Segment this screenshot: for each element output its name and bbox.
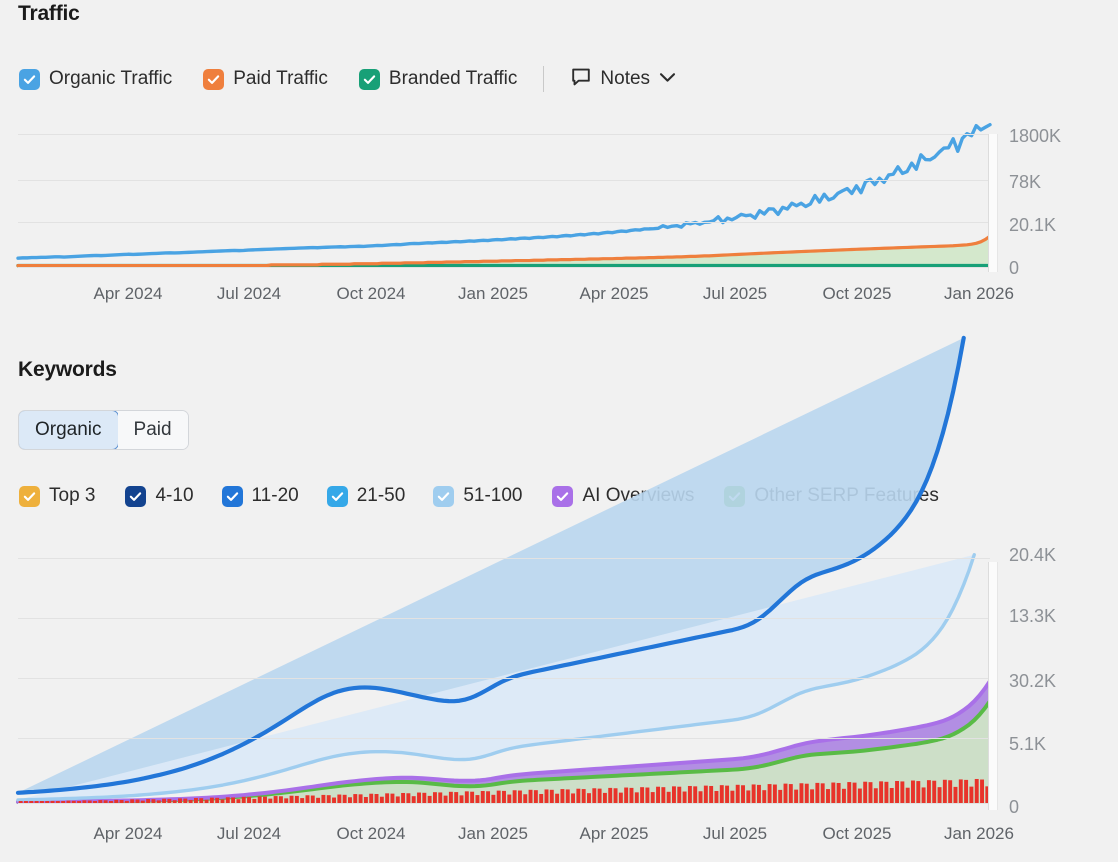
x-axis-tick-label: Jan 2026 <box>944 824 1014 843</box>
legend-item-top-3[interactable]: Top 3 <box>19 485 95 507</box>
gridline <box>18 558 990 559</box>
legend-label: Organic Traffic <box>49 68 173 89</box>
legend-label: Top 3 <box>49 485 96 506</box>
x-axis-tick-label: Apr 2024 <box>93 284 163 303</box>
y-axis-tick-label: 0 <box>1009 258 1020 278</box>
legend-divider <box>543 66 545 92</box>
x-axis-tick-label: Apr 2025 <box>579 284 649 303</box>
y-axis-tick-label: 1800K <box>1009 126 1062 146</box>
y-axis-tick-label: 13.3K <box>1009 606 1057 626</box>
legend-item-paid-traffic[interactable]: Paid Traffic <box>203 68 328 90</box>
x-axis-tick-label: Jul 2024 <box>216 824 282 843</box>
gridline <box>18 180 990 181</box>
checkbox-checked-icon[interactable] <box>203 68 225 90</box>
traffic-chart-plot[interactable] <box>16 112 992 274</box>
gridline <box>18 738 990 739</box>
checkbox-checked-icon[interactable] <box>326 485 348 507</box>
x-axis-tick-label: Oct 2024 <box>336 824 406 843</box>
keywords-title: Keywords <box>18 358 117 381</box>
legend-label: 21-50 <box>356 485 406 506</box>
legend-label: Branded Traffic <box>388 68 518 89</box>
traffic-legend: Organic Traffic Paid Traffic Branded Tra… <box>19 66 676 92</box>
traffic-series-svg <box>16 123 992 268</box>
x-axis-tick-label: Jul 2024 <box>216 284 282 303</box>
legend-item-51-100[interactable]: 51-100 <box>433 485 522 507</box>
legend-item-organic-traffic[interactable]: Organic Traffic <box>19 68 172 90</box>
keywords-series-svg <box>15 335 992 804</box>
y-axis-tick-label: 30.2K <box>1009 671 1057 691</box>
checkbox-checked-icon[interactable] <box>358 68 380 90</box>
note-bubble-icon <box>571 67 591 92</box>
keywords-type-toggle[interactable]: Organic Paid <box>18 410 189 450</box>
keywords-chart-right-edge <box>988 562 998 810</box>
toggle-option-organic[interactable]: Organic <box>18 411 119 449</box>
y-axis-tick-label: 78K <box>1009 172 1042 192</box>
y-axis-tick-label: 20.1K <box>1009 215 1057 235</box>
traffic-section: Traffic <box>18 2 80 26</box>
y-axis-tick-label: 20.4K <box>1009 545 1057 565</box>
notes-dropdown[interactable]: Notes <box>571 67 676 92</box>
legend-label: Paid Traffic <box>233 68 328 89</box>
legend-item-21-50[interactable]: 21-50 <box>326 485 406 507</box>
legend-label: 4-10 <box>155 485 194 506</box>
y-axis-tick-label: 0 <box>1009 797 1020 817</box>
x-axis-tick-label: Jul 2025 <box>702 284 768 303</box>
x-axis-tick-label: Jan 2026 <box>944 284 1014 303</box>
notes-label: Notes <box>600 68 651 89</box>
x-axis-tick-label: Oct 2025 <box>822 824 892 843</box>
gridline <box>18 803 990 804</box>
keywords-section: Keywords <box>18 358 117 382</box>
x-axis-tick-label: Oct 2024 <box>336 284 406 303</box>
traffic-title: Traffic <box>18 2 80 25</box>
toggle-option-paid[interactable]: Paid <box>117 411 188 449</box>
legend-item-branded-traffic[interactable]: Branded Traffic <box>358 68 518 90</box>
x-axis-tick-label: Jan 2025 <box>458 824 528 843</box>
checkbox-checked-icon[interactable] <box>125 485 147 507</box>
checkbox-checked-icon[interactable] <box>552 485 574 507</box>
checkbox-checked-icon[interactable] <box>19 68 40 90</box>
legend-item-11-20[interactable]: 11-20 <box>221 485 299 507</box>
gridline <box>18 267 990 268</box>
y-axis-tick-label: 5.1K <box>1009 734 1047 754</box>
gridline <box>18 678 990 679</box>
chevron-down-icon[interactable] <box>659 70 676 88</box>
x-axis-tick-label: Jan 2025 <box>458 284 528 303</box>
checkbox-checked-icon[interactable] <box>433 485 455 507</box>
legend-label: 11-20 <box>251 485 299 506</box>
x-axis-tick-label: Apr 2025 <box>579 824 649 843</box>
gridline <box>18 134 990 135</box>
traffic-chart-right-edge <box>988 134 998 272</box>
legend-item-4-10[interactable]: 4-10 <box>125 485 194 507</box>
x-axis-tick-label: Oct 2025 <box>822 284 892 303</box>
legend-label: 51-100 <box>463 485 523 506</box>
x-axis-tick-label: Apr 2024 <box>93 824 163 843</box>
checkbox-checked-icon[interactable] <box>19 485 40 507</box>
x-axis-tick-label: Jul 2025 <box>702 824 768 843</box>
keywords-chart-plot[interactable] <box>15 335 992 810</box>
checkbox-checked-icon[interactable] <box>221 485 243 507</box>
gridline <box>18 222 990 223</box>
gridline <box>18 618 990 619</box>
